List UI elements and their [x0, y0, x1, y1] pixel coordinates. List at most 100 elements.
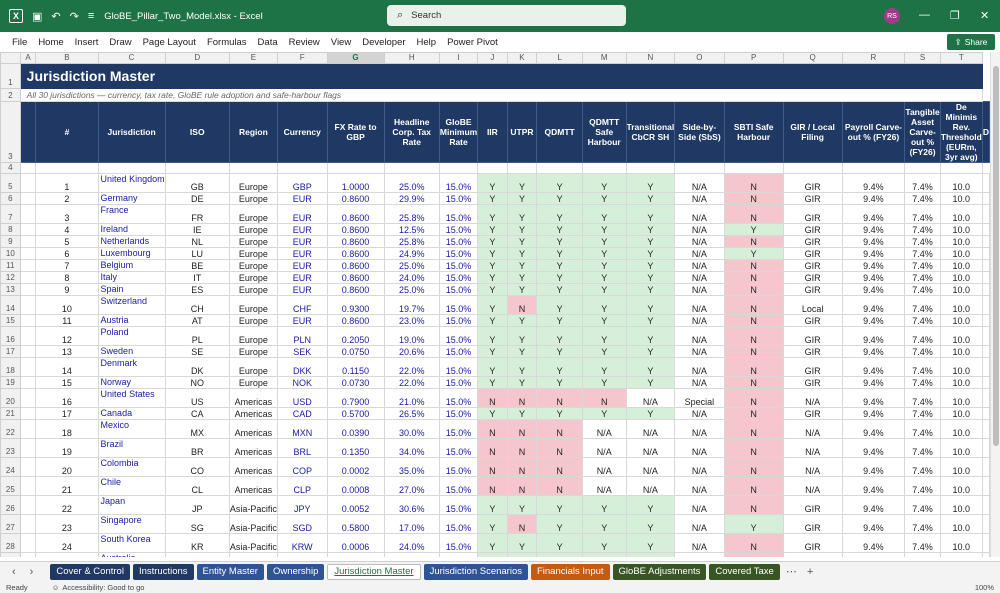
- table-cell[interactable]: 9.4%: [841, 388, 906, 408]
- column-header-j[interactable]: J: [477, 52, 508, 64]
- table-cell[interactable]: 7.4%: [904, 192, 941, 205]
- table-cell[interactable]: N: [723, 173, 784, 193]
- row-header[interactable]: 29: [0, 552, 21, 557]
- cell[interactable]: [19, 388, 37, 408]
- table-cell[interactable]: 9.4%: [841, 514, 906, 534]
- table-cell[interactable]: EUR: [276, 283, 328, 296]
- table-cell[interactable]: 10.0: [939, 223, 983, 236]
- table-cell[interactable]: Y: [506, 407, 538, 420]
- table-cell[interactable]: SGD: [276, 514, 328, 534]
- row-header[interactable]: 7: [0, 204, 21, 224]
- table-cell[interactable]: N/A: [674, 271, 725, 284]
- table-cell[interactable]: Australia: [97, 552, 166, 557]
- cell[interactable]: [981, 235, 990, 248]
- cell[interactable]: [19, 204, 37, 224]
- table-cell[interactable]: N/A: [674, 533, 725, 553]
- search-box[interactable]: ⌕ Search: [387, 5, 626, 26]
- table-cell[interactable]: CH: [164, 295, 230, 315]
- table-cell[interactable]: Europe: [228, 283, 278, 296]
- sheet-tab[interactable]: Entity Master: [196, 563, 264, 580]
- table-cell[interactable]: Asia-Pacific: [228, 533, 278, 553]
- table-cell[interactable]: GB: [164, 173, 230, 193]
- table-cell[interactable]: Y: [581, 514, 627, 534]
- table-cell[interactable]: Y: [506, 376, 538, 389]
- table-cell[interactable]: 7: [35, 259, 99, 272]
- column-heading[interactable]: UTPR: [506, 101, 538, 163]
- table-cell[interactable]: N/A: [782, 476, 843, 496]
- table-cell[interactable]: Y: [506, 345, 538, 358]
- table-cell[interactable]: 15.0%: [438, 247, 479, 260]
- cell[interactable]: [581, 162, 627, 174]
- table-cell[interactable]: Y: [477, 295, 508, 315]
- table-cell[interactable]: 15: [35, 376, 99, 389]
- column-header-e[interactable]: E: [228, 52, 278, 64]
- table-cell[interactable]: 23.0%: [383, 314, 440, 327]
- table-cell[interactable]: GIR: [782, 223, 843, 236]
- table-cell[interactable]: GIR: [782, 407, 843, 420]
- row-header[interactable]: 24: [0, 457, 21, 477]
- table-cell[interactable]: LU: [164, 247, 230, 260]
- table-cell[interactable]: Y: [506, 259, 538, 272]
- table-cell[interactable]: SG: [164, 514, 230, 534]
- table-cell[interactable]: 9.4%: [841, 457, 906, 477]
- table-cell[interactable]: Y: [625, 192, 676, 205]
- table-cell[interactable]: SEK: [276, 345, 328, 358]
- table-cell[interactable]: Germany: [97, 192, 166, 205]
- table-cell[interactable]: 0.0052: [326, 495, 385, 515]
- table-cell[interactable]: 10.0: [939, 533, 983, 553]
- column-header-h[interactable]: H: [383, 52, 440, 64]
- table-cell[interactable]: N/A: [674, 514, 725, 534]
- table-cell[interactable]: N/A: [581, 457, 627, 477]
- table-cell[interactable]: 7.4%: [904, 419, 941, 439]
- table-cell[interactable]: DKK: [276, 357, 328, 377]
- table-cell[interactable]: KRW: [276, 533, 328, 553]
- table-cell[interactable]: Japan: [97, 495, 166, 515]
- cell[interactable]: [383, 162, 440, 174]
- table-cell[interactable]: 0.8600: [326, 247, 385, 260]
- cell[interactable]: [19, 314, 37, 327]
- table-cell[interactable]: 0.1150: [326, 357, 385, 377]
- table-cell[interactable]: N: [723, 235, 784, 248]
- table-cell[interactable]: 0.8600: [326, 283, 385, 296]
- cell[interactable]: [19, 345, 37, 358]
- table-cell[interactable]: N/A: [581, 438, 627, 458]
- table-cell[interactable]: 10.0: [939, 419, 983, 439]
- table-cell[interactable]: 25: [35, 552, 99, 557]
- table-cell[interactable]: 15.0%: [438, 259, 479, 272]
- table-cell[interactable]: 21: [35, 476, 99, 496]
- table-cell[interactable]: Y: [506, 552, 538, 557]
- table-cell[interactable]: Y: [477, 514, 508, 534]
- column-heading[interactable]: QDMTT Safe Harbour: [581, 101, 627, 163]
- table-cell[interactable]: 9.4%: [841, 326, 906, 346]
- row-header[interactable]: 18: [0, 357, 21, 377]
- sheet-tab[interactable]: Cover & Control: [50, 563, 130, 580]
- table-cell[interactable]: 15.0%: [438, 376, 479, 389]
- table-cell[interactable]: GIR: [782, 345, 843, 358]
- table-cell[interactable]: GBP: [276, 173, 328, 193]
- table-cell[interactable]: Y: [477, 271, 508, 284]
- column-heading[interactable]: Region: [228, 101, 278, 163]
- cell[interactable]: [981, 283, 990, 296]
- table-cell[interactable]: 0.1350: [326, 438, 385, 458]
- table-cell[interactable]: 12: [35, 326, 99, 346]
- cell[interactable]: [981, 388, 990, 408]
- table-cell[interactable]: CHF: [276, 295, 328, 315]
- table-cell[interactable]: N/A: [674, 419, 725, 439]
- table-cell[interactable]: South Korea: [97, 533, 166, 553]
- table-cell[interactable]: Y: [536, 407, 583, 420]
- table-cell[interactable]: 10.0: [939, 495, 983, 515]
- table-cell[interactable]: 9.4%: [841, 314, 906, 327]
- table-cell[interactable]: Y: [625, 204, 676, 224]
- table-cell[interactable]: N/A: [581, 476, 627, 496]
- tab-prev-icon[interactable]: ‹: [12, 565, 16, 578]
- table-cell[interactable]: Y: [506, 533, 538, 553]
- cell[interactable]: [97, 162, 166, 174]
- table-cell[interactable]: Y: [723, 514, 784, 534]
- table-cell[interactable]: Y: [625, 314, 676, 327]
- table-cell[interactable]: 15.0%: [438, 235, 479, 248]
- table-cell[interactable]: Y: [477, 495, 508, 515]
- table-cell[interactable]: Y: [581, 314, 627, 327]
- cell[interactable]: [981, 204, 990, 224]
- cell[interactable]: [19, 376, 37, 389]
- cell[interactable]: [19, 357, 37, 377]
